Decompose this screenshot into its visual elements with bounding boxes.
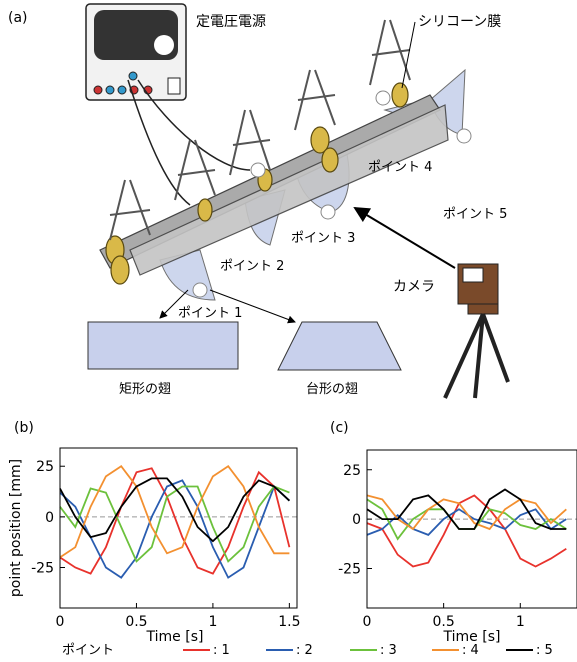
x-tick-label: 0 [363,614,372,630]
x-tick-label: 0.5 [125,614,147,630]
label: 矩形の翅 [119,381,171,397]
y-tick-label: 0 [45,510,54,526]
panel-label: (a) [8,10,28,26]
legend-label: : 1 [213,643,230,658]
series-line [60,478,289,541]
label: ポイント 1 [178,306,242,321]
y-tick-label: 0 [352,512,361,528]
legend-label: : 3 [380,643,397,658]
legend-label: : 4 [462,643,479,658]
y-tick-label: 25 [36,459,54,475]
y-tick-label: -25 [31,560,54,576]
apparatus [86,4,508,398]
label: カメラ [393,279,435,295]
panel-label: (c) [330,420,349,436]
y-axis-label: point position [mm] [8,459,24,597]
y-tick-label: -25 [338,562,361,578]
y-tick-label: 25 [343,463,361,479]
x-tick-label: 1.5 [278,614,300,630]
series-line [60,480,289,577]
legend-label: : 2 [296,643,313,658]
label: 台形の翅 [306,381,358,397]
legend-label: : 5 [536,643,553,658]
x-tick-label: 1 [516,614,525,630]
label: 定電圧電源 [196,14,266,30]
label: ポイント 3 [291,231,355,246]
x-tick-label: 0.5 [433,614,455,630]
figure: (a) 定電圧電源 シリコーン膜 ポイント 1 ポイント 2 ポイント 3 ポイ… [0,0,577,662]
label: ポイント 4 [368,160,432,175]
label: ポイント 2 [220,259,284,274]
series-line [367,495,566,566]
label: シリコーン膜 [418,14,501,30]
x-tick-label: 1 [208,614,217,630]
label: ポイント 5 [443,207,507,222]
x-axis-label: Time [s] [146,629,204,645]
panel-label: (b) [14,420,34,436]
x-tick-label: 0 [56,614,65,630]
legend-title: ポイント [62,643,114,658]
figure-svg: (a) 定電圧電源 シリコーン膜 ポイント 1 ポイント 2 ポイント 3 ポイ… [0,0,577,662]
